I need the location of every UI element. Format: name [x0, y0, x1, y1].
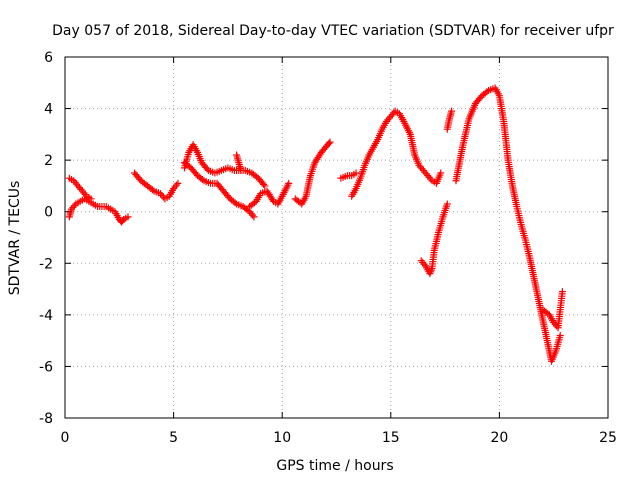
data-point [244, 206, 252, 214]
data-point [352, 169, 360, 177]
series-arc5 [180, 159, 258, 221]
data-point [420, 260, 428, 268]
x-tick-label: 10 [273, 430, 291, 446]
data-point [174, 179, 182, 187]
series-arc4 [180, 141, 269, 190]
series-arc2 [65, 174, 95, 203]
data-point [172, 181, 180, 189]
data-point [148, 186, 156, 194]
series-arc14 [539, 288, 566, 332]
data-point [237, 166, 245, 174]
series-arc1 [65, 195, 132, 226]
plot-frame [64, 56, 609, 419]
x-tick-label: 15 [382, 430, 400, 446]
data-point [558, 288, 566, 296]
series-arc8 [291, 138, 334, 208]
data-point [124, 213, 132, 221]
data-point [483, 88, 491, 96]
series-arc3 [131, 169, 182, 203]
y-tick-label: -6 [39, 359, 53, 375]
series-arc13 [452, 84, 564, 365]
data-point [260, 180, 268, 188]
x-tick-label: 20 [490, 430, 508, 446]
y-tick-label: 4 [44, 102, 53, 118]
data-point [437, 169, 445, 177]
y-tick-label: 0 [44, 205, 53, 221]
y-tick-label: -8 [39, 411, 53, 427]
data-point [326, 138, 334, 146]
data-point [231, 199, 239, 207]
data-point [249, 211, 257, 219]
series-arc11 [417, 200, 451, 278]
series-arc7 [246, 179, 293, 211]
x-axis-label: GPS time / hours [276, 458, 393, 474]
data-point [250, 213, 258, 221]
data-point [70, 202, 78, 210]
data-point [268, 196, 276, 204]
y-tick-label: -4 [39, 308, 53, 324]
y-tick-labels: -8 -6 -4 -2 0 2 4 6 [39, 50, 53, 427]
y-tick-label: -2 [39, 256, 53, 272]
x-tick-label: 25 [599, 430, 617, 446]
x-tick-labels: 0 5 10 15 20 25 [61, 430, 617, 446]
data-point [285, 179, 293, 187]
data-point [427, 268, 435, 276]
x-tick-label: 5 [169, 430, 178, 446]
data-point [427, 266, 435, 274]
data-point [81, 191, 89, 199]
series-arc9 [337, 169, 360, 182]
data-point [556, 331, 564, 339]
data-point [198, 175, 206, 183]
series-arc6 [233, 151, 245, 174]
series-arc10 [348, 107, 445, 200]
data-point [448, 107, 456, 115]
data-point [443, 200, 451, 208]
x-tick-label: 0 [61, 430, 70, 446]
data-point [426, 270, 434, 278]
y-axis-label: SDTVAR / TECUs [7, 181, 23, 296]
series-arc12 [443, 107, 456, 133]
chart-title: Day 057 of 2018, Sidereal Day-to-day VTE… [52, 23, 614, 39]
y-tick-label: 2 [44, 153, 53, 169]
data-point [325, 139, 333, 147]
data-points [65, 84, 566, 365]
y-tick-label: 6 [44, 50, 53, 66]
data-point [261, 182, 269, 190]
data-point [87, 195, 95, 203]
data-point [427, 175, 435, 183]
